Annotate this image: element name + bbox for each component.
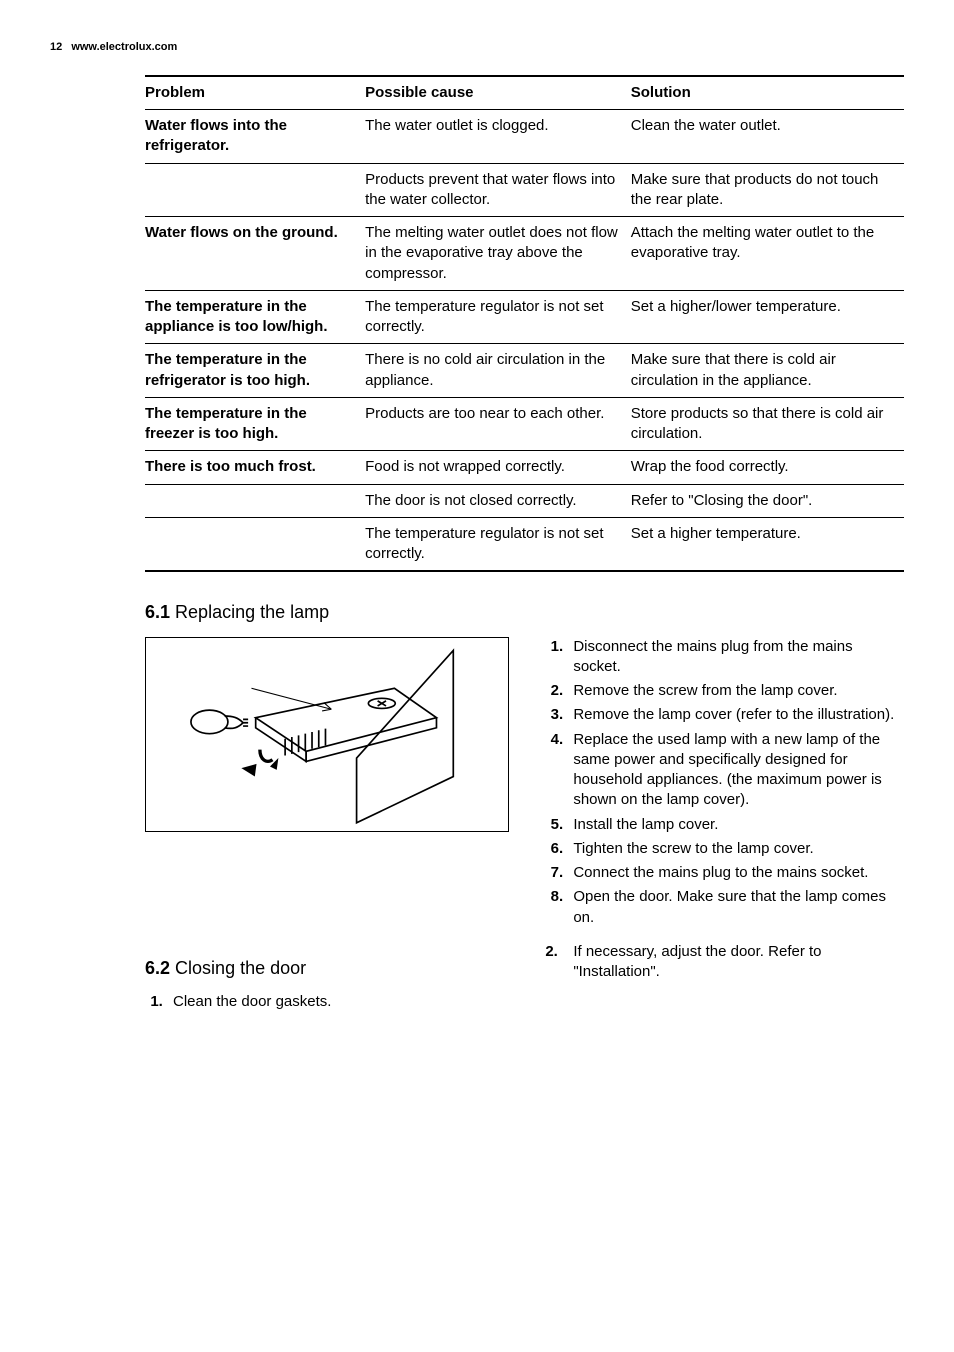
table-header-row: Problem Possible cause Solution [145,76,904,110]
table-row: There is too much frost. Food is not wra… [145,451,904,484]
cell-cause: The melting water outlet does not flow i… [365,217,631,291]
table-row: Products prevent that water flows into t… [145,163,904,217]
cell-solution: Make sure that there is cold air circula… [631,344,904,398]
list-item: Clean the door gaskets. [167,992,509,1012]
list-item: Install the lamp cover. [567,815,904,835]
section-number: 6.2 [145,958,170,978]
table-row: The temperature in the refrigerator is t… [145,344,904,398]
section-6-1-heading: 6.1 Replacing the lamp [145,600,904,624]
list-item: Connect the mains plug to the mains sock… [567,863,904,883]
lamp-steps-list: Disconnect the mains plug from the mains… [545,637,904,932]
list-item: Remove the lamp cover (refer to the illu… [567,705,904,725]
table-row: The temperature in the freezer is too hi… [145,397,904,451]
cell-problem: The temperature in the refrigerator is t… [145,344,365,398]
list-item: Remove the screw from the lamp cover. [567,681,904,701]
cell-problem: Water flows into the refrigerator. [145,110,365,164]
section-title: Closing the door [175,958,306,978]
cell-solution: Set a higher temperature. [631,517,904,571]
cell-problem: There is too much frost. [145,451,365,484]
cell-cause: The temperature regulator is not set cor… [365,290,631,344]
cell-cause: There is no cold air circulation in the … [365,344,631,398]
closing-door-area: 6.2 Closing the door Clean the door gask… [145,942,904,1017]
list-item: Disconnect the mains plug from the mains… [567,637,904,678]
list-item: Open the door. Make sure that the lamp c… [567,887,904,928]
cell-solution: Clean the water outlet. [631,110,904,164]
col-cause: Possible cause [365,76,631,110]
cell-cause: Products prevent that water flows into t… [365,163,631,217]
cell-solution: Set a higher/lower temperature. [631,290,904,344]
cell-problem [145,517,365,571]
list-item: Replace the used lamp with a new lamp of… [567,730,904,811]
main-content: Problem Possible cause Solution Water fl… [145,75,904,1017]
cell-cause: The door is not closed correctly. [365,484,631,517]
cell-solution: Store products so that there is cold air… [631,397,904,451]
table-row: Water flows on the ground. The melting w… [145,217,904,291]
list-item: Tighten the screw to the lamp cover. [567,839,904,859]
cell-cause: Products are too near to each other. [365,397,631,451]
table-row: The temperature in the appliance is too … [145,290,904,344]
closing-right-col: If necessary, adjust the door. Refer to … [545,942,904,987]
section-title: Replacing the lamp [175,602,329,622]
col-problem: Problem [145,76,365,110]
site-url: www.electrolux.com [71,41,177,53]
cell-solution: Refer to "Closing the door". [631,484,904,517]
table-row: The temperature regulator is not set cor… [145,517,904,571]
table-row: Water flows into the refrigerator. The w… [145,110,904,164]
col-solution: Solution [631,76,904,110]
lamp-illustration [145,637,509,832]
cell-problem: The temperature in the appliance is too … [145,290,365,344]
page-number: 12 [50,41,62,53]
cell-cause: The water outlet is clogged. [365,110,631,164]
cell-solution: Wrap the food correctly. [631,451,904,484]
cell-problem: Water flows on the ground. [145,217,365,291]
table-row: The door is not closed correctly. Refer … [145,484,904,517]
cell-problem [145,484,365,517]
troubleshooting-table: Problem Possible cause Solution Water fl… [145,75,904,573]
cell-problem: The temperature in the freezer is too hi… [145,397,365,451]
cell-solution: Attach the melting water outlet to the e… [631,217,904,291]
page-header: 12 www.electrolux.com [50,40,904,55]
lamp-diagram-icon [150,642,504,827]
closing-left-col: 6.2 Closing the door Clean the door gask… [145,942,509,1017]
section-6-2-heading: 6.2 Closing the door [145,956,509,980]
section-number: 6.1 [145,602,170,622]
cell-solution: Make sure that products do not touch the… [631,163,904,217]
lamp-replacement-area: Disconnect the mains plug from the mains… [145,637,904,932]
cell-cause: The temperature regulator is not set cor… [365,517,631,571]
cell-problem [145,163,365,217]
list-item: If necessary, adjust the door. Refer to … [545,942,904,983]
cell-cause: Food is not wrapped correctly. [365,451,631,484]
